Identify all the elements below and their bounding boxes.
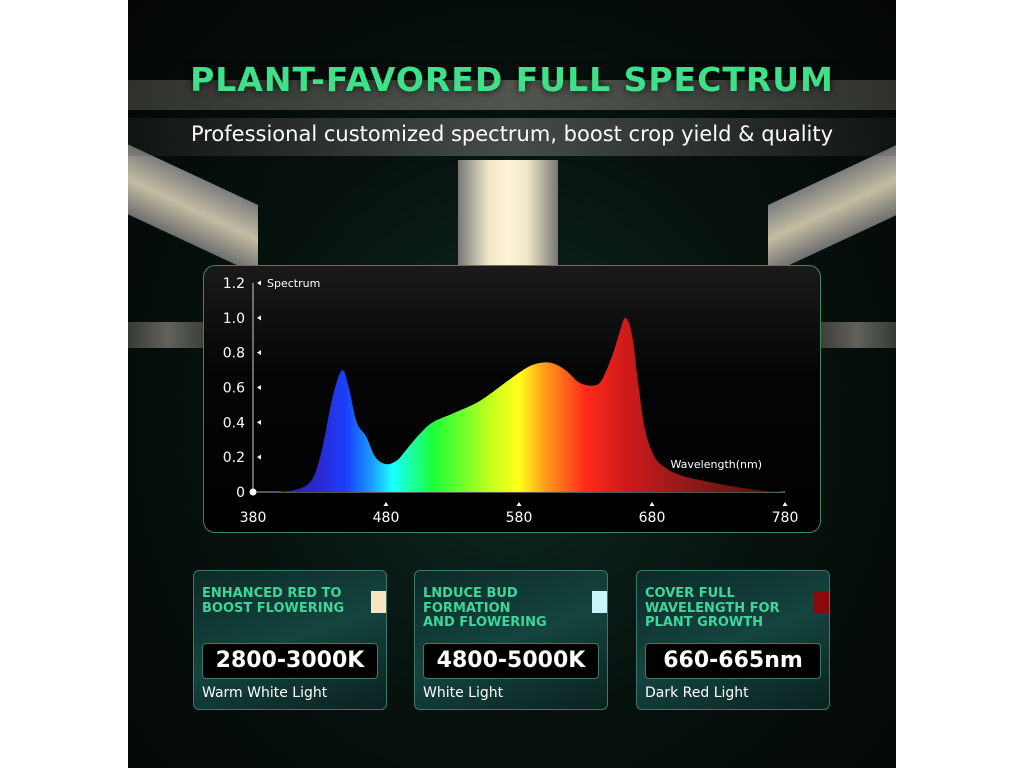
color-swatch bbox=[814, 591, 829, 613]
light-fixture-top bbox=[128, 80, 896, 110]
card-heading-line: WAVELENGTH FOR bbox=[645, 600, 780, 616]
y-tick-marker bbox=[257, 350, 261, 356]
light-fixture-left bbox=[128, 135, 258, 275]
feature-card: COVER FULL WAVELENGTH FOR PLANT GROWTH 660-… bbox=[636, 570, 830, 710]
card-label: Warm White Light bbox=[202, 685, 328, 701]
light-fixture-right bbox=[768, 135, 896, 275]
page-subtitle: Professional customized spectrum, boost … bbox=[128, 118, 896, 156]
card-heading: LNDUCE BUD FORMATION AND FLOWERING bbox=[423, 586, 547, 631]
card-value: 2800-3000K bbox=[202, 643, 378, 679]
card-label: White Light bbox=[423, 685, 504, 701]
x-tick-label: 380 bbox=[240, 510, 267, 526]
x-tick-label: 580 bbox=[506, 510, 533, 526]
light-fixture-center bbox=[458, 160, 558, 270]
card-value: 660-665nm bbox=[645, 643, 821, 679]
rail-right bbox=[818, 322, 896, 348]
spectrum-chart: Spectrum Wavelength(nm) 0 0.2 0.4 0.6 0.8 1.0… bbox=[203, 265, 821, 533]
card-label: Dark Red Light bbox=[645, 685, 749, 701]
card-heading-line: COVER FULL bbox=[645, 586, 735, 601]
y-tick-marker bbox=[257, 280, 261, 286]
x-tick-marker bbox=[649, 502, 655, 506]
y-tick-label: 0.4 bbox=[223, 415, 245, 431]
axis-origin-dot bbox=[249, 488, 257, 496]
y-axis-label: Spectrum bbox=[267, 277, 320, 290]
spectrum-chart-svg: Spectrum Wavelength(nm) 0 0.2 0.4 0.6 0.8 1.0… bbox=[223, 276, 799, 526]
feature-card: LNDUCE BUD FORMATION AND FLOWERING 4800-500… bbox=[414, 570, 608, 710]
card-value: 4800-5000K bbox=[423, 643, 599, 679]
card-heading-line: PLANT GROWTH bbox=[645, 615, 763, 630]
x-tick-marker bbox=[383, 502, 389, 506]
product-poster: PLANT-FAVORED FULL SPECTRUM Professional… bbox=[128, 0, 896, 768]
y-tick-marker bbox=[257, 454, 261, 460]
card-heading: COVER FULL WAVELENGTH FOR PLANT GROWTH bbox=[645, 586, 780, 631]
y-tick-marker bbox=[257, 315, 261, 321]
y-tick-label: 0.8 bbox=[223, 346, 245, 362]
y-tick-marker bbox=[257, 419, 261, 425]
y-tick-label: 0 bbox=[236, 485, 245, 501]
y-tick-marker bbox=[257, 385, 261, 390]
y-tick-label: 1.2 bbox=[223, 276, 245, 292]
feature-card: ENHANCED RED TO BOOST FLOWERING 2800-3000K… bbox=[193, 570, 387, 710]
card-heading: ENHANCED RED TO BOOST FLOWERING bbox=[202, 586, 345, 616]
x-tick-label: 680 bbox=[639, 510, 666, 526]
card-heading-line: FORMATION bbox=[423, 600, 511, 616]
spectrum-area bbox=[279, 317, 785, 492]
x-tick-label: 780 bbox=[772, 510, 799, 526]
x-tick-marker bbox=[782, 502, 788, 506]
page-title: PLANT-FAVORED FULL SPECTRUM bbox=[190, 60, 834, 99]
color-swatch bbox=[371, 591, 386, 613]
y-tick-label: 0.2 bbox=[223, 450, 245, 466]
color-swatch bbox=[592, 591, 607, 613]
card-heading-line: ENHANCED RED TO bbox=[202, 586, 342, 601]
card-heading-line: BOOST FLOWERING bbox=[202, 600, 345, 616]
x-axis-label: Wavelength(nm) bbox=[670, 458, 762, 471]
y-tick-label: 1.0 bbox=[223, 311, 245, 327]
rail-left bbox=[128, 322, 208, 348]
y-tick-label: 0.6 bbox=[223, 381, 245, 397]
x-tick-label: 480 bbox=[373, 510, 400, 526]
x-tick-marker bbox=[516, 502, 522, 506]
card-heading-line: LNDUCE BUD bbox=[423, 586, 518, 601]
card-heading-line: AND FLOWERING bbox=[423, 615, 547, 630]
